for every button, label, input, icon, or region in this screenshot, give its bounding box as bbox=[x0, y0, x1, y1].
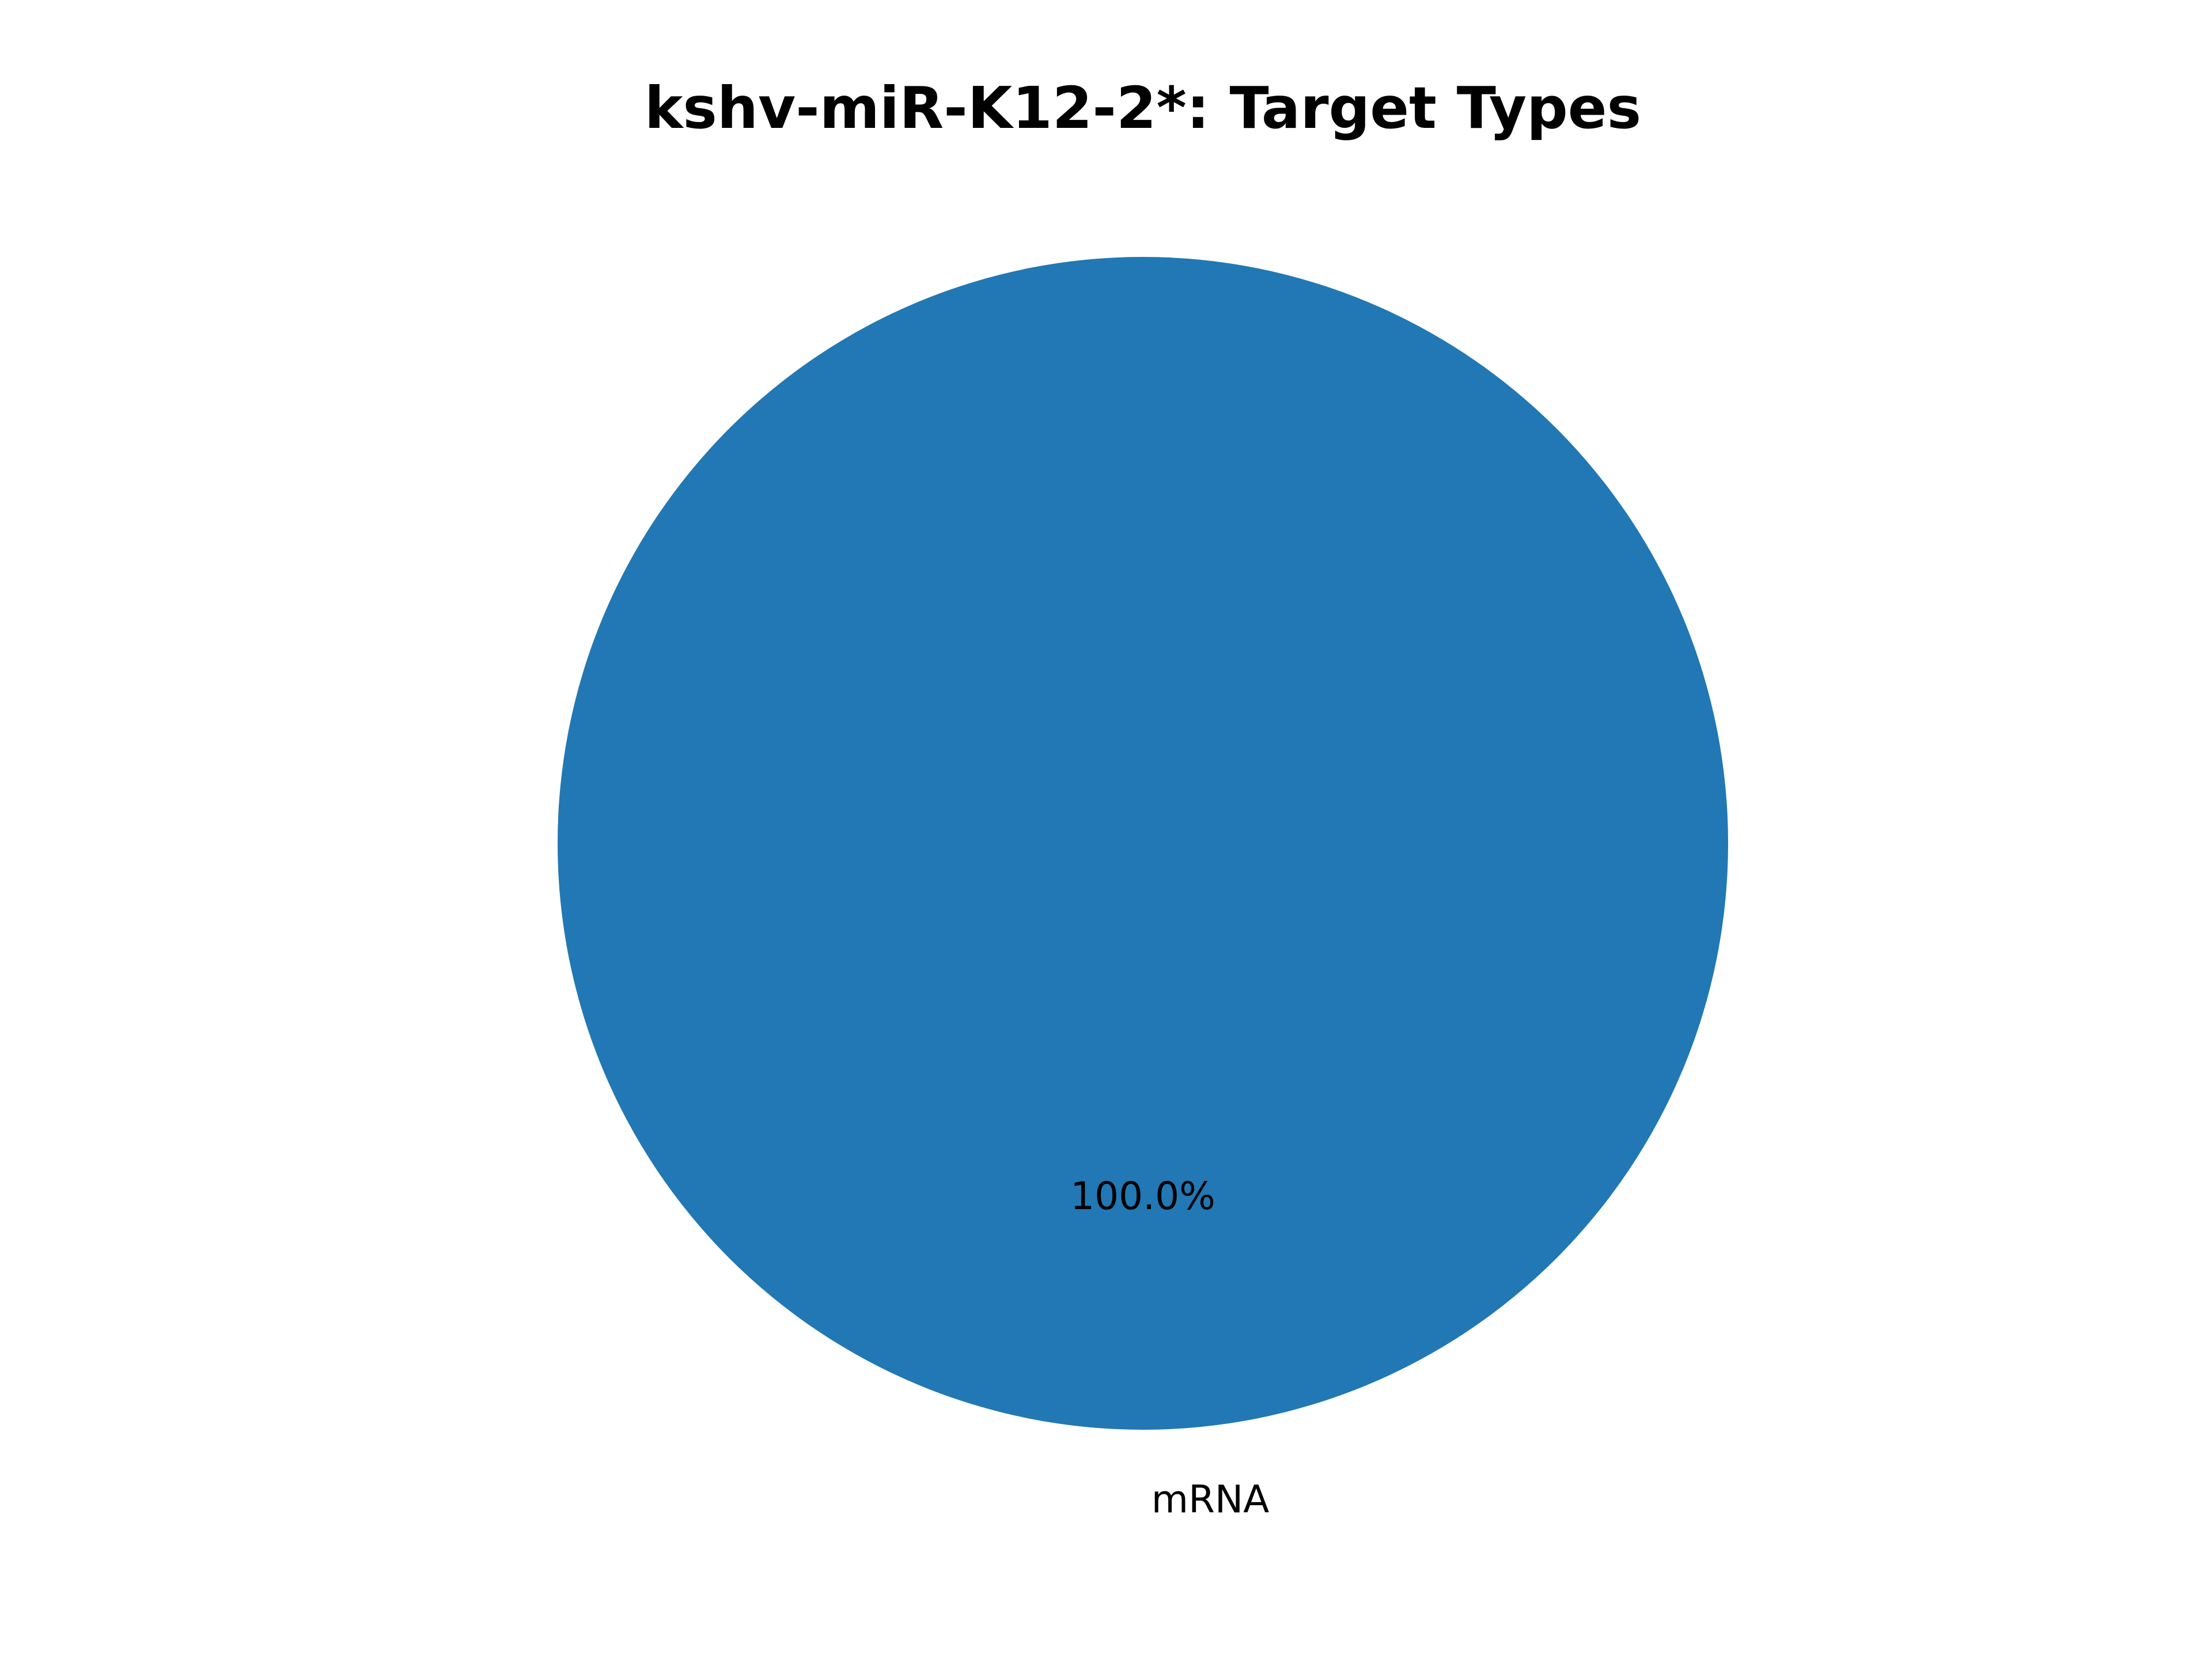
pie-slice-mrna bbox=[558, 257, 1728, 1430]
pie-labels: 100.0% mRNA bbox=[1070, 1174, 1269, 1522]
pie-percent-label: 100.0% bbox=[1070, 1174, 1215, 1218]
pie-slices bbox=[558, 257, 1728, 1430]
chart-title: kshv-miR-K12-2*: Target Types bbox=[645, 74, 1641, 142]
pie-slice-label: mRNA bbox=[1152, 1478, 1270, 1522]
